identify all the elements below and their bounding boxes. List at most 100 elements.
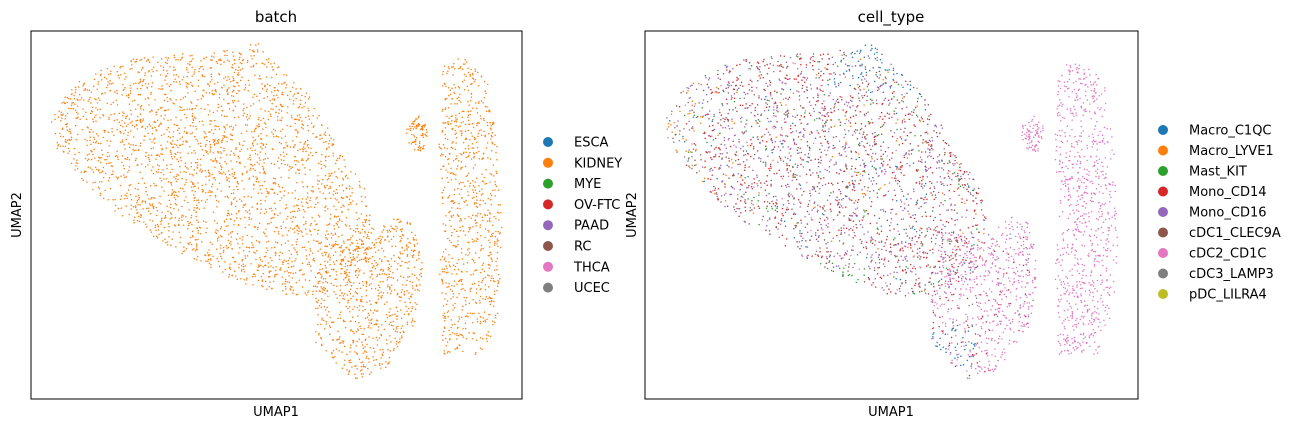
scatter-point: [344, 265, 347, 268]
scatter-point: [151, 220, 154, 222]
scatter-point: [277, 82, 280, 85]
scatter-point: [954, 224, 956, 226]
scatter-point: [242, 263, 245, 265]
scatter-point: [228, 60, 230, 62]
scatter-point: [191, 66, 193, 68]
scatter-point: [333, 205, 335, 208]
scatter-point: [180, 216, 183, 218]
scatter-point: [780, 93, 782, 95]
scatter-point: [316, 135, 318, 138]
scatter-point: [194, 185, 196, 188]
scatter-point: [406, 222, 409, 225]
scatter-point: [456, 118, 458, 121]
scatter-point: [135, 58, 138, 61]
scatter-point: [104, 158, 106, 161]
scatter-point: [260, 199, 262, 202]
scatter-point: [99, 116, 101, 119]
scatter-point: [187, 71, 189, 73]
scatter-point: [223, 220, 226, 223]
scatter-point: [399, 241, 401, 243]
scatter-point: [84, 138, 86, 141]
scatter-point: [235, 212, 238, 215]
scatter-point: [178, 144, 181, 147]
scatter-point: [127, 96, 130, 99]
scatter-point: [351, 259, 353, 262]
scatter-point: [96, 168, 98, 171]
scatter-point: [202, 220, 205, 223]
scatter-point: [298, 172, 301, 174]
scatter-point: [224, 173, 227, 175]
scatter-point: [374, 287, 377, 290]
scatter-point: [341, 340, 344, 342]
scatter-point: [146, 126, 149, 128]
scatter-point: [855, 114, 857, 117]
scatter-point: [360, 361, 362, 364]
scatter-point: [234, 68, 237, 71]
scatter-point: [408, 142, 410, 144]
scatter-point: [467, 316, 469, 318]
scatter-point: [327, 177, 330, 180]
scatter-point: [392, 272, 394, 274]
scatter-point: [122, 164, 125, 167]
scatter-point: [410, 249, 413, 251]
scatter-point: [451, 128, 454, 130]
scatter-point: [296, 224, 298, 227]
scatter-point: [149, 125, 152, 127]
scatter-point: [413, 123, 415, 126]
scatter-point: [884, 183, 886, 186]
scatter-point: [442, 202, 444, 205]
scatter-point: [293, 155, 296, 158]
scatter-point: [155, 229, 157, 232]
scatter-point: [291, 117, 293, 119]
scatter-point: [209, 151, 211, 153]
scatter-point: [313, 107, 315, 110]
scatter-point: [450, 178, 453, 181]
scatter-point: [970, 231, 972, 233]
scatter-point: [693, 114, 696, 117]
scatter-point: [413, 239, 416, 241]
scatter-point: [851, 65, 854, 68]
scatter-point: [444, 127, 447, 129]
scatter-point: [193, 207, 195, 209]
scatter-point: [405, 132, 408, 134]
scatter-point: [898, 144, 901, 146]
scatter-point: [351, 316, 354, 318]
scatter-point: [286, 218, 288, 220]
scatter-point: [298, 269, 301, 272]
scatter-point: [250, 55, 252, 57]
legend-marker: [543, 199, 553, 210]
scatter-point: [397, 256, 400, 259]
scatter-point: [482, 157, 484, 160]
scatter-point: [66, 112, 69, 114]
scatter-point: [292, 210, 294, 213]
scatter-point: [495, 151, 497, 154]
scatter-point: [763, 58, 765, 61]
scatter-point: [258, 222, 261, 225]
scatter-point: [246, 124, 249, 126]
scatter-point: [346, 353, 348, 356]
scatter-point: [201, 170, 204, 172]
scatter-point: [111, 173, 114, 175]
scatter-point: [819, 171, 821, 173]
scatter-point: [480, 281, 483, 283]
scatter-point: [121, 140, 124, 143]
scatter-point: [187, 152, 189, 155]
scatter-point: [74, 91, 77, 94]
scatter-point: [466, 261, 469, 264]
scatter-point: [442, 122, 444, 124]
scatter-point: [244, 265, 247, 267]
scatter-point: [233, 79, 235, 82]
scatter-point: [361, 228, 364, 231]
scatter-point: [263, 232, 266, 235]
scatter-point: [474, 79, 477, 81]
scatter-point: [103, 76, 106, 79]
scatter-point: [219, 151, 221, 153]
scatter-point: [441, 110, 443, 112]
scatter-point: [235, 260, 237, 263]
scatter-point: [250, 196, 253, 198]
scatter-point: [187, 62, 189, 65]
scatter-point: [840, 192, 842, 195]
scatter-point: [371, 241, 373, 244]
scatter-point: [482, 297, 484, 300]
scatter-point: [288, 169, 290, 171]
